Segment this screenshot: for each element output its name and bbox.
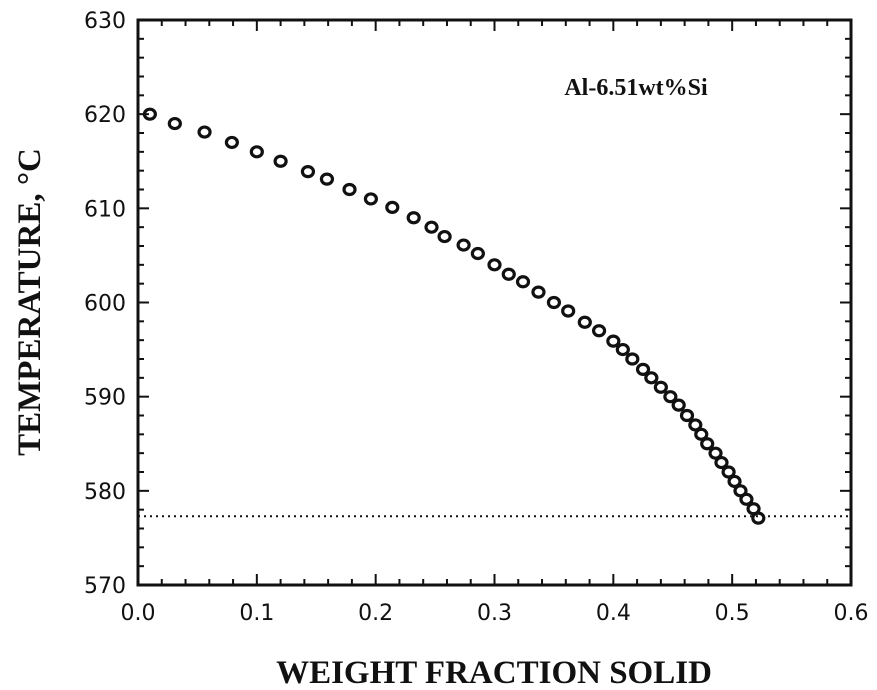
data-point — [751, 511, 766, 525]
data-point — [561, 304, 576, 318]
x-axis-title: WEIGHT FRACTION SOLID — [276, 655, 712, 690]
data-point — [625, 352, 640, 366]
data-point — [714, 455, 729, 470]
y-tick-label: 580 — [84, 480, 126, 505]
alloy-annotation: Al-6.51wt%Si — [564, 75, 708, 101]
data-point — [363, 192, 379, 206]
data-point — [456, 238, 471, 252]
data-point — [679, 408, 695, 423]
data-point — [424, 220, 439, 234]
data-point — [663, 390, 678, 404]
x-tick-label: 0.2 — [358, 601, 393, 626]
data-point — [635, 362, 651, 376]
data-point — [700, 437, 715, 451]
x-tick-labels: 0.0 0.1 0.2 0.3 0.4 0.5 0.6 — [121, 601, 869, 626]
x-tick-label: 0.3 — [477, 601, 512, 626]
data-point — [342, 182, 357, 197]
data-point — [739, 492, 754, 506]
y-tick-label: 620 — [84, 103, 126, 128]
data-point — [671, 398, 686, 412]
data-point — [721, 465, 736, 479]
data-points — [142, 107, 766, 525]
data-point — [577, 315, 592, 329]
y-tick-label: 610 — [84, 197, 126, 222]
data-point — [653, 380, 668, 394]
plot-frame — [136, 18, 853, 587]
data-point — [615, 342, 630, 357]
data-point — [501, 267, 516, 281]
x-tick-label: 0.6 — [834, 601, 869, 626]
y-axis-title: TEMPERATURE, °C — [12, 148, 48, 456]
data-point — [406, 211, 421, 225]
data-point — [470, 246, 485, 261]
data-point — [694, 427, 709, 441]
data-point — [515, 275, 531, 289]
y-tick-label: 600 — [84, 292, 126, 317]
data-point — [319, 172, 335, 186]
y-tick-labels: 570 580 590 600 610 620 630 — [84, 9, 126, 599]
x-tick-label: 0.4 — [596, 601, 631, 626]
data-point — [644, 371, 659, 385]
data-point — [688, 418, 703, 432]
data-point — [197, 125, 212, 139]
data-point — [249, 145, 264, 159]
data-point — [487, 258, 502, 272]
data-point — [727, 474, 742, 489]
data-point — [531, 285, 546, 299]
data-point — [142, 107, 157, 121]
x-tick-label: 0.0 — [121, 601, 156, 626]
data-point — [167, 116, 182, 131]
data-point — [708, 446, 723, 460]
x-tick-label: 0.5 — [715, 601, 750, 626]
y-tick-label: 570 — [84, 574, 126, 599]
x-tick-label: 0.1 — [239, 601, 274, 626]
data-point — [606, 334, 621, 348]
data-point — [546, 295, 562, 310]
y-tick-label: 590 — [84, 386, 126, 411]
data-point — [273, 154, 288, 168]
data-point — [385, 200, 400, 214]
data-point — [591, 324, 607, 338]
data-point — [300, 165, 316, 179]
tick-marks — [137, 19, 852, 586]
data-point — [224, 135, 239, 150]
data-point — [437, 229, 452, 244]
y-tick-label: 630 — [84, 9, 126, 34]
